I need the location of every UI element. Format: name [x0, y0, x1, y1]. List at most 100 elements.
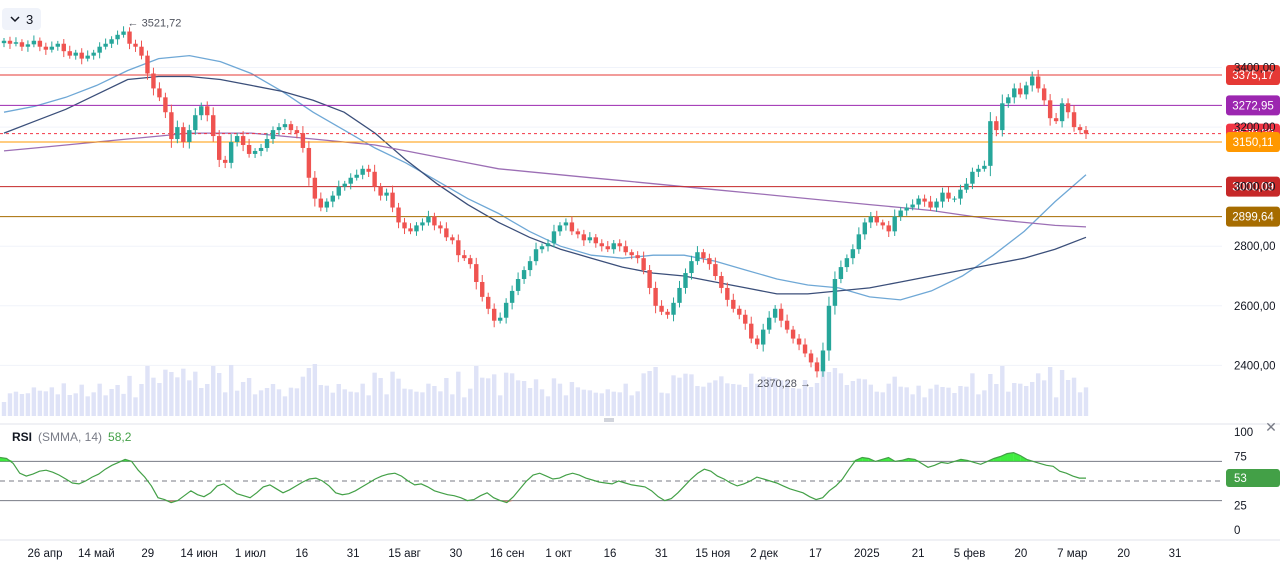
candle-body: [163, 97, 168, 113]
volume-bar: [1083, 387, 1089, 416]
candle: [695, 246, 700, 265]
candle: [145, 50, 150, 80]
rsi-tick-label: 100: [1234, 427, 1253, 439]
volume-bar: [384, 394, 389, 416]
candle-body: [689, 261, 694, 274]
candle-body: [43, 46, 49, 50]
candle-body: [37, 40, 43, 47]
volume-bar: [312, 364, 318, 416]
candle: [1053, 112, 1059, 124]
time-tick-label: 16: [295, 548, 308, 560]
candle: [43, 42, 49, 55]
time-tick-label: 30: [450, 548, 463, 560]
candle-body: [139, 46, 144, 56]
candle-body: [808, 353, 814, 363]
candle-body: [240, 136, 246, 145]
volume-bar: [139, 384, 144, 416]
candle: [217, 130, 222, 168]
candle: [832, 271, 838, 315]
candle-body: [234, 136, 240, 143]
volume-bar: [515, 380, 521, 416]
candle: [958, 184, 963, 205]
time-tick-label: 2 дек: [750, 548, 779, 560]
candle: [7, 36, 13, 49]
candle-body: [7, 40, 13, 44]
candle-body: [187, 130, 192, 143]
candle-body: [629, 252, 634, 256]
moving-averages: [3, 54, 1087, 301]
price-level-badge: [1226, 131, 1280, 152]
time-tick-label: 31: [347, 548, 360, 560]
candle-body: [1, 40, 7, 44]
candle: [784, 314, 790, 334]
candle-body: [868, 216, 873, 223]
volume-bar: [1012, 383, 1017, 416]
pane-drag-handle: [604, 418, 614, 422]
candle: [1006, 94, 1011, 108]
volume-bar: [390, 371, 395, 416]
candle: [970, 167, 975, 190]
volume-bar: [474, 366, 479, 416]
volume-bar: [175, 377, 180, 416]
volume-bar: [946, 387, 951, 416]
candle: [497, 312, 503, 324]
rsi-value-badge-label: 53: [1234, 473, 1247, 485]
candle: [946, 186, 951, 202]
time-tick-label: 31: [1169, 548, 1182, 560]
candle-body: [228, 142, 234, 163]
volume-bar: [85, 396, 90, 416]
volume-bar: [874, 391, 879, 416]
candle-body: [438, 225, 443, 229]
volume-bar: [880, 392, 885, 416]
candle-body: [503, 302, 509, 318]
candle: [252, 148, 258, 158]
candle: [19, 39, 25, 51]
volume-bar: [952, 393, 957, 416]
candle-body: [324, 201, 330, 208]
volume-bar: [43, 391, 49, 416]
candle-body: [1029, 76, 1035, 86]
volume-bar: [67, 395, 72, 416]
candle: [850, 244, 856, 265]
candle: [330, 191, 335, 208]
candle: [922, 194, 927, 207]
candlesticks: [1, 26, 1089, 378]
candle: [175, 120, 180, 144]
candle: [187, 124, 192, 149]
candle-body: [904, 207, 909, 211]
candle: [617, 239, 622, 252]
candle: [336, 180, 341, 200]
collapse-indicators-button[interactable]: 3: [2, 8, 42, 30]
candle-body: [61, 43, 66, 52]
candle-body: [211, 115, 216, 137]
candle-body: [569, 222, 575, 232]
candle-body: [647, 270, 652, 288]
volume-bar: [587, 390, 593, 416]
candle: [133, 39, 138, 52]
volume-bar: [898, 386, 903, 416]
volume-bar: [1000, 366, 1005, 416]
candle-body: [796, 338, 802, 345]
rsi-legend[interactable]: RSI (SMMA, 14) 58,2: [12, 430, 131, 444]
chevron-down-icon: [10, 16, 20, 23]
candle-body: [103, 43, 108, 47]
candle-body: [814, 362, 820, 372]
volume-bar: [360, 383, 365, 416]
volume-bar: [635, 391, 640, 416]
candle: [760, 323, 766, 352]
volume-bar: [1065, 380, 1071, 416]
candle: [928, 195, 933, 211]
price-level-label: 3272,95: [1232, 100, 1274, 112]
candle-body: [563, 222, 569, 226]
volume-bar: [820, 365, 826, 416]
price-level-label: 3150,11: [1233, 137, 1274, 149]
volume-bar: [725, 383, 730, 416]
candle-body: [1053, 118, 1059, 122]
close-pane-icon[interactable]: ✕: [1265, 419, 1277, 435]
volume-bar: [246, 378, 252, 416]
candle: [312, 171, 318, 207]
horizontal-levels: 3375,173272,953178,323150,113000,092899,…: [0, 64, 1280, 227]
candle: [994, 116, 999, 137]
candle-body: [115, 34, 120, 40]
